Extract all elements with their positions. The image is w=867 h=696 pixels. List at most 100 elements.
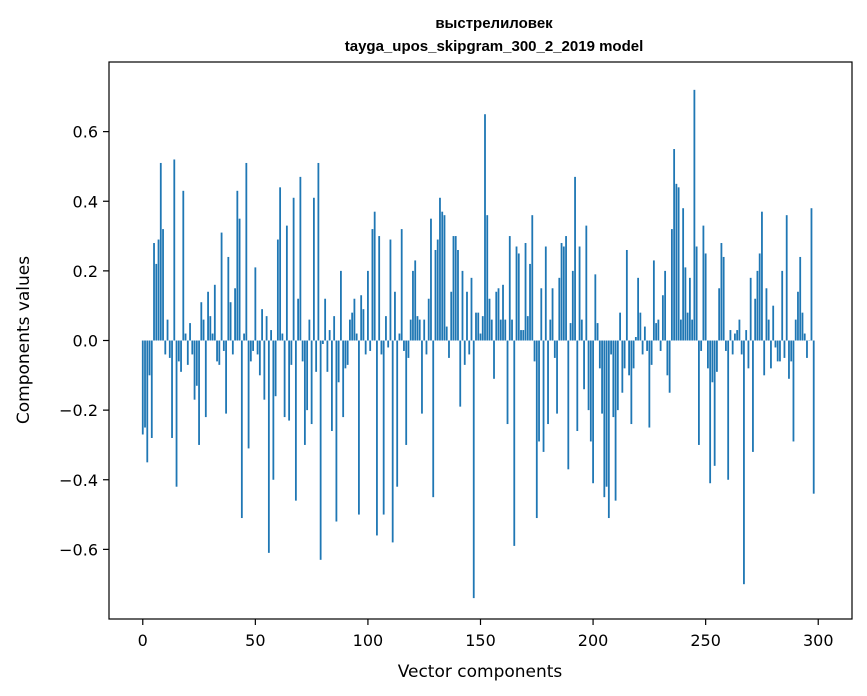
bar [632, 340, 635, 369]
bar [466, 291, 468, 341]
bar [481, 316, 484, 341]
chart-title-line2: tayga_upos_skipgram_300_2_2019 model [345, 38, 644, 55]
bar [452, 236, 455, 341]
bar [463, 340, 466, 365]
bar [538, 340, 540, 442]
bar [587, 340, 590, 411]
bar [353, 298, 356, 341]
x-tick-label: 100 [353, 631, 384, 650]
bar [560, 243, 563, 341]
x-axis-ticks: 0 50 100 150 200 250 300 [138, 619, 834, 650]
bar [574, 176, 576, 341]
bar [495, 291, 498, 341]
bar [810, 208, 813, 341]
bar [729, 330, 732, 341]
bar [195, 340, 198, 386]
bar [700, 340, 703, 351]
chart-title-line1: выстрелиловек [435, 15, 553, 32]
bar [459, 340, 462, 407]
bar [806, 340, 808, 358]
bar [148, 340, 151, 376]
bar [421, 340, 423, 414]
bar [328, 330, 331, 341]
bar [727, 340, 730, 480]
bar [698, 340, 700, 445]
bar [511, 319, 513, 341]
bar [652, 260, 655, 341]
bar [324, 298, 327, 341]
bar [486, 215, 489, 341]
bar [774, 340, 777, 348]
bar [484, 114, 486, 341]
bar [184, 333, 187, 341]
bar [240, 340, 243, 519]
y-tick-label: −0.6 [59, 540, 98, 559]
bar [646, 340, 649, 351]
bar [686, 312, 689, 341]
bar [799, 256, 802, 341]
bar [661, 295, 664, 341]
bar [571, 270, 574, 341]
bar [229, 302, 232, 341]
y-tick-label: −0.4 [59, 471, 98, 490]
bar [526, 316, 529, 341]
bar [682, 208, 685, 341]
bar [614, 340, 617, 501]
bar [585, 225, 588, 341]
bar [794, 319, 797, 341]
bar [389, 239, 392, 341]
bar [398, 333, 401, 341]
bar [412, 270, 414, 341]
bar [540, 288, 543, 341]
bar [704, 253, 707, 341]
bar [270, 330, 273, 341]
bar [164, 340, 167, 355]
bar [310, 340, 313, 425]
bar [479, 333, 482, 341]
bar [292, 197, 295, 341]
bar [380, 340, 383, 355]
bar [812, 340, 815, 494]
bar [337, 340, 340, 383]
bar [490, 319, 493, 341]
bar [767, 319, 770, 341]
bar [592, 340, 594, 484]
bar [634, 337, 637, 341]
bar [198, 340, 200, 445]
bar [677, 187, 680, 341]
bar [598, 340, 601, 369]
bar [747, 340, 750, 369]
bar [596, 323, 599, 341]
bar [578, 246, 581, 341]
x-tick-label: 0 [138, 631, 148, 650]
y-axis-ticks: −0.6 −0.4 −0.2 0.0 0.2 0.4 0.6 [59, 123, 109, 559]
bar [312, 197, 315, 341]
bar [450, 291, 453, 341]
bar [639, 312, 642, 341]
bar [200, 302, 203, 341]
bar [709, 340, 712, 484]
bar [788, 340, 790, 379]
bar [355, 333, 358, 341]
bar [542, 340, 545, 452]
bar [643, 326, 646, 341]
bar [414, 260, 417, 341]
bar [801, 312, 804, 341]
bar [317, 162, 320, 341]
bar [362, 309, 365, 341]
bar [562, 246, 565, 341]
bar [772, 305, 775, 341]
bar [725, 340, 727, 351]
bar [745, 330, 748, 341]
bar [533, 340, 536, 362]
bar [319, 340, 322, 560]
bar [657, 319, 660, 341]
bar [407, 340, 410, 358]
bar [607, 340, 610, 519]
bar [522, 330, 525, 341]
bar [427, 298, 430, 341]
bar [173, 159, 176, 341]
bar [616, 340, 619, 411]
bar [394, 291, 396, 341]
